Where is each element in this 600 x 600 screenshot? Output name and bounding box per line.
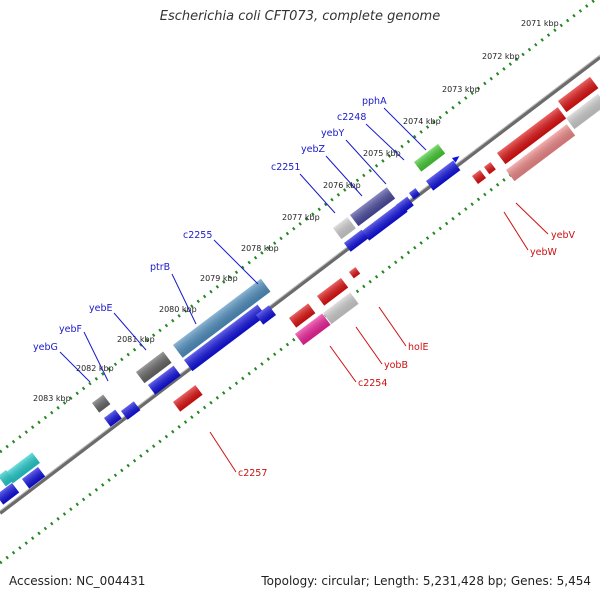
kbp-label: 2076 kbp [323,181,361,190]
outer-ruler [0,0,597,454]
gene-label-ptrB[interactable]: ptrB [150,262,170,273]
gene-label-yebW[interactable]: yebW [530,247,557,258]
gene-label-c2251[interactable]: c2251 [271,162,300,173]
gene-label-yobB[interactable]: yobB [384,360,408,371]
kbp-label: 2074 kbp [403,117,441,126]
kbp-label: 2082 kbp [76,364,114,373]
gene-label-yebZ[interactable]: yebZ [301,144,325,155]
kbp-label: 2072 kbp [482,52,520,61]
accession-text: Accession: NC_004431 [9,574,146,588]
map-title: Escherichia coli CFT073, complete genome [159,9,441,24]
kbp-label: 2081 kbp [117,335,155,344]
arrow-icon [452,156,460,163]
reverse-features [173,76,600,412]
kbp-label: 2083 kbp [33,394,71,403]
genome-backbone [0,55,600,515]
gene-label-holE[interactable]: holE [408,342,428,353]
genome-summary: Topology: circular; Length: 5,231,428 bp… [261,574,591,588]
kbp-label: 2077 kbp [282,213,320,222]
gene-label-yebY[interactable]: yebY [321,128,344,139]
kbp-label: 2075 kbp [363,149,401,158]
genome-backbone-highlight [0,54,600,512]
gene-label-yebF[interactable]: yebF [59,324,82,335]
kbp-label: 2078 kbp [241,244,279,253]
kbp-label: 2080 kbp [159,305,197,314]
kbp-label: 2071 kbp [521,19,559,28]
gene-label-c2257[interactable]: c2257 [238,468,267,479]
kbp-label: 2073 kbp [442,85,480,94]
gene-label-yebE[interactable]: yebE [89,303,113,314]
reverse-leaders [209,202,549,473]
kbp-label: 2079 kbp [200,274,238,283]
gene-label-pphA[interactable]: pphA [362,96,387,107]
forward-features [0,143,461,505]
gene-label-c2254[interactable]: c2254 [358,378,387,389]
kbp-ticks: 2071 kbp 2072 kbp 2073 kbp 2074 kbp 2075… [33,19,559,403]
forward-gene-labels: pphA c2248 yebY yebZ c2251 c2255 ptrB ye… [33,96,387,353]
gene-label-yebG[interactable]: yebG [33,342,58,353]
gene-label-c2248[interactable]: c2248 [337,112,366,123]
gene-label-c2255[interactable]: c2255 [183,230,212,241]
reverse-gene-labels: yebV yebW holE yobB c2254 c2257 [238,230,575,479]
gene-label-yebV[interactable]: yebV [551,230,575,241]
forward-leaders [59,107,427,383]
